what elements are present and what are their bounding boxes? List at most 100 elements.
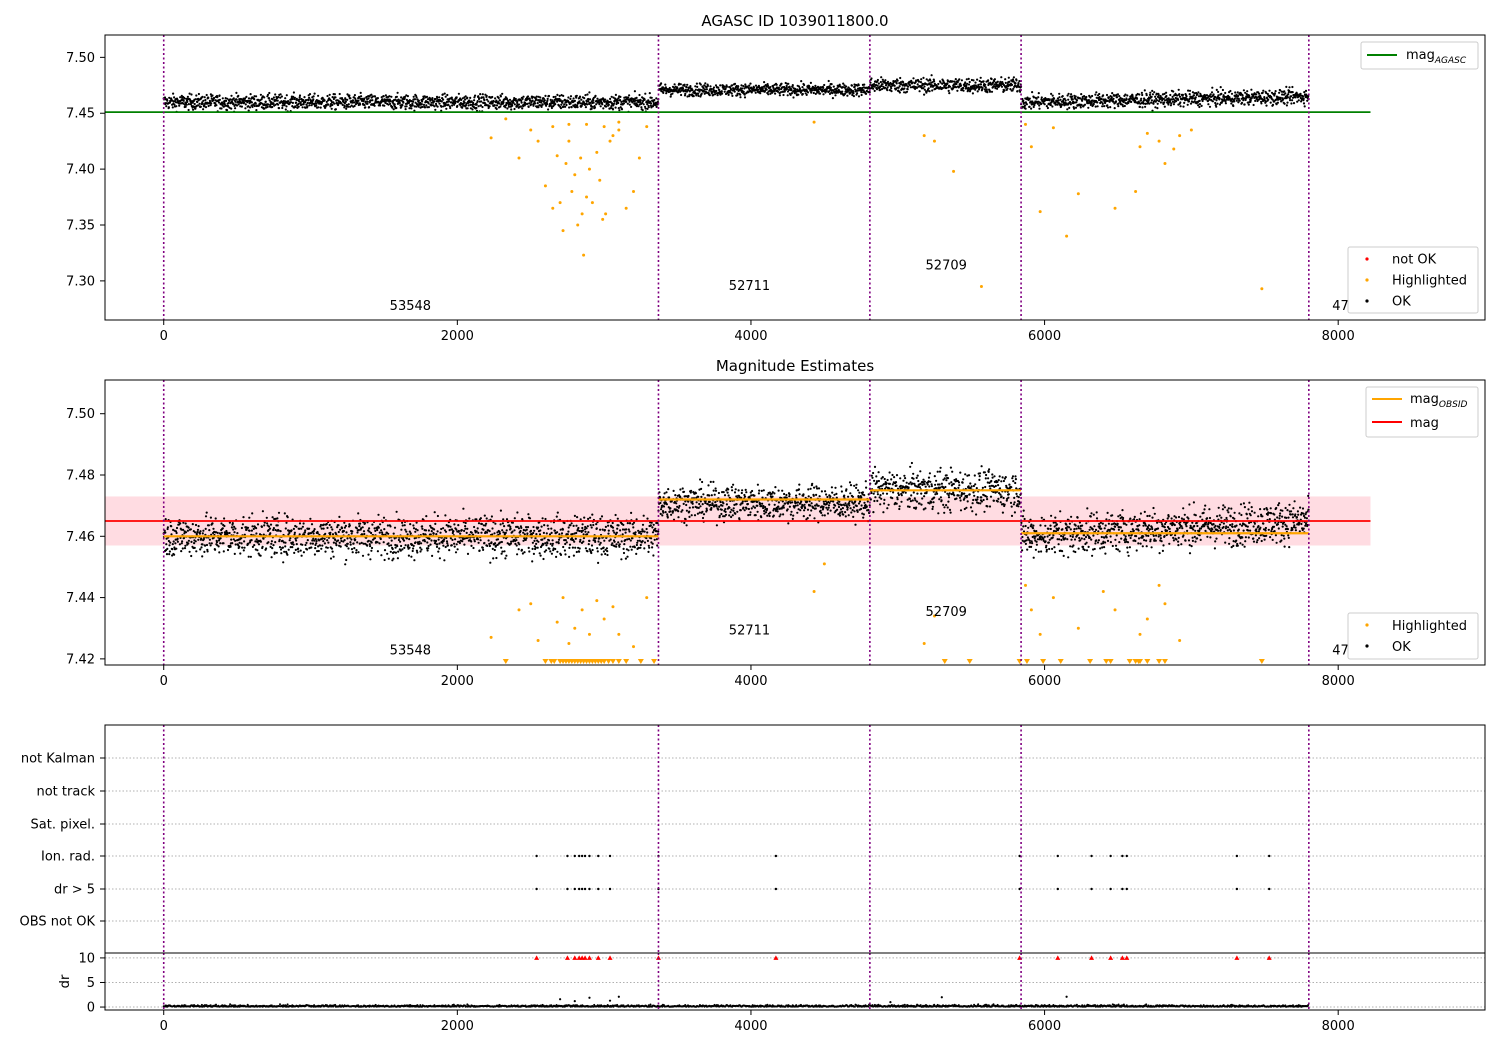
ok-point: [1285, 85, 1288, 88]
ok-point: [294, 548, 297, 552]
ok-point: [652, 100, 655, 103]
ok-point: [939, 81, 942, 84]
ok-point: [229, 545, 232, 548]
ok-point: [843, 84, 846, 87]
ok-point: [630, 105, 633, 108]
ok-point: [223, 524, 226, 528]
ok-point: [174, 542, 177, 545]
ok-point: [650, 96, 653, 99]
ok-point: [264, 100, 267, 103]
ok-point: [1189, 102, 1193, 105]
ok-point: [641, 109, 644, 112]
ok-point: [367, 539, 370, 542]
ok-point: [216, 96, 219, 99]
ok-point: [947, 89, 950, 92]
ok-point: [1192, 101, 1195, 104]
highlighted-point: [1145, 131, 1149, 135]
ok-point: [303, 96, 306, 99]
ok-point: [577, 526, 580, 530]
highlighted-point: [1178, 134, 1182, 138]
ok-point: [1085, 95, 1088, 99]
ok-point: [419, 546, 422, 549]
ok-point: [306, 101, 309, 105]
ok-point: [955, 82, 958, 86]
ok-point: [526, 532, 529, 535]
ok-point: [221, 527, 224, 530]
ok-point: [175, 526, 179, 530]
ok-point: [328, 93, 331, 96]
ok-point: [959, 84, 963, 87]
ok-point: [399, 540, 402, 543]
ok-point: [1006, 87, 1009, 90]
ok-point: [731, 84, 734, 87]
ok-point: [542, 543, 545, 546]
ok-point: [703, 92, 706, 95]
ok-point: [266, 93, 270, 96]
ok-point: [241, 546, 244, 549]
ok-point: [860, 91, 863, 94]
ok-point: [312, 95, 315, 98]
ok-point: [504, 531, 507, 535]
ok-point: [349, 105, 352, 108]
ok-point: [308, 96, 311, 99]
ok-point: [557, 104, 561, 107]
ok-point: [572, 97, 575, 100]
ok-point: [353, 104, 356, 108]
ok-point: [750, 91, 753, 94]
ok-point: [243, 540, 246, 543]
ok-point: [268, 91, 271, 95]
ok-point: [281, 546, 284, 549]
ok-point: [459, 104, 462, 107]
ok-point: [412, 547, 415, 550]
ok-point: [398, 101, 401, 105]
ok-point: [222, 105, 225, 108]
ok-point: [888, 89, 892, 92]
ok-point: [168, 553, 171, 556]
ok-point: [573, 514, 577, 518]
highlighted-point: [504, 117, 508, 121]
ok-point: [477, 95, 480, 98]
ok-point: [832, 89, 835, 92]
ok-point: [448, 105, 451, 108]
ok-point: [537, 540, 540, 543]
ok-point: [297, 102, 300, 106]
ok-point: [759, 92, 762, 95]
ok-point: [276, 99, 279, 102]
ok-point: [311, 542, 314, 545]
ok-point: [1255, 93, 1258, 96]
ok-point: [205, 511, 208, 514]
ok-point: [293, 551, 296, 555]
ok-point: [184, 522, 187, 525]
ok-point: [567, 530, 570, 533]
ok-point: [344, 100, 347, 103]
ok-point: [253, 104, 256, 108]
ok-point: [551, 539, 554, 542]
ok-point: [402, 539, 406, 542]
ok-point: [763, 81, 766, 84]
ok-point: [425, 104, 428, 107]
ok-point: [609, 106, 613, 110]
ok-point: [457, 524, 460, 527]
ok-point: [224, 97, 227, 100]
ok-point: [1106, 99, 1109, 102]
ok-point: [339, 545, 342, 548]
ok-point: [456, 104, 459, 108]
ok-point: [584, 94, 587, 97]
ok-point: [254, 102, 257, 105]
ok-point: [220, 522, 223, 525]
ok-point: [1067, 92, 1070, 95]
ok-point: [1007, 76, 1010, 79]
ok-point: [1007, 84, 1010, 88]
ok-point: [889, 85, 893, 88]
ok-point: [978, 79, 981, 83]
ok-point: [1196, 93, 1199, 96]
ok-point: [198, 102, 201, 105]
ok-point: [590, 107, 593, 110]
ok-point: [230, 538, 233, 541]
ok-point: [1179, 101, 1182, 104]
ok-point: [580, 104, 583, 107]
ok-point: [171, 543, 174, 546]
ok-point: [357, 551, 360, 554]
ok-point: [412, 524, 415, 527]
ok-point: [1152, 102, 1155, 105]
